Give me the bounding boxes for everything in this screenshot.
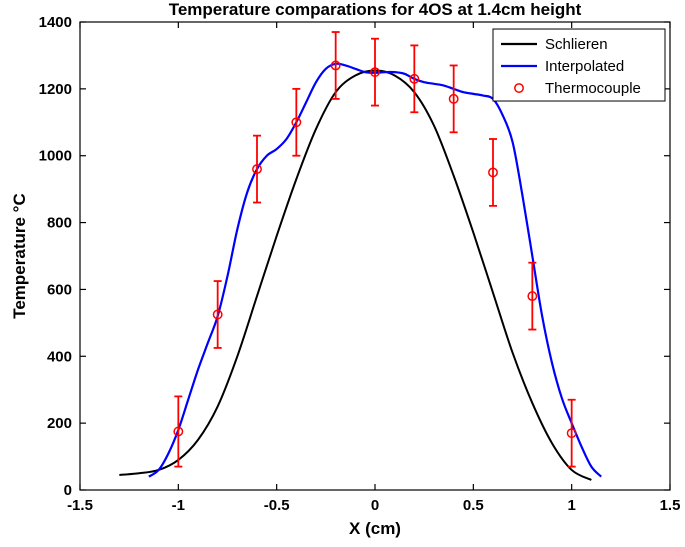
- chart-title: Temperature comparations for 4OS at 1.4c…: [169, 0, 582, 19]
- y-tick-label: 400: [47, 348, 72, 365]
- interpolated-line: [149, 64, 601, 477]
- legend-label: Interpolated: [545, 58, 624, 75]
- x-tick-label: -0.5: [264, 497, 290, 514]
- y-tick-label: 600: [47, 281, 72, 298]
- y-tick-label: 1400: [39, 14, 72, 31]
- x-tick-label: 1.5: [660, 497, 681, 514]
- legend: Schlieren Interpolated Thermocouple: [493, 29, 665, 101]
- legend-label: Schlieren: [545, 36, 608, 53]
- x-tick-label: 1: [567, 497, 575, 514]
- x-tick-label: -1: [172, 497, 185, 514]
- y-tick-label: 800: [47, 215, 72, 232]
- y-axis-label: Temperature °C: [10, 193, 29, 319]
- y-tick-label: 1000: [39, 148, 72, 165]
- y-tick-label: 1200: [39, 81, 72, 98]
- x-tick-label: -1.5: [67, 497, 93, 514]
- chart-svg: -1.5 -1 -0.5 0 0.5 1 1.5 0 200 400 600 800 1000 1200 1…: [0, 0, 685, 547]
- y-tick-label: 200: [47, 415, 72, 432]
- schlieren-line: [119, 70, 591, 480]
- x-axis-label: X (cm): [349, 519, 401, 538]
- y-tick-label: 0: [64, 482, 72, 499]
- x-tick-label: 0.5: [463, 497, 484, 514]
- x-tick-label: 0: [371, 497, 379, 514]
- chart-container: -1.5 -1 -0.5 0 0.5 1 1.5 0 200 400 600 800 1000 1200 1…: [0, 0, 685, 547]
- legend-label: Thermocouple: [545, 80, 641, 97]
